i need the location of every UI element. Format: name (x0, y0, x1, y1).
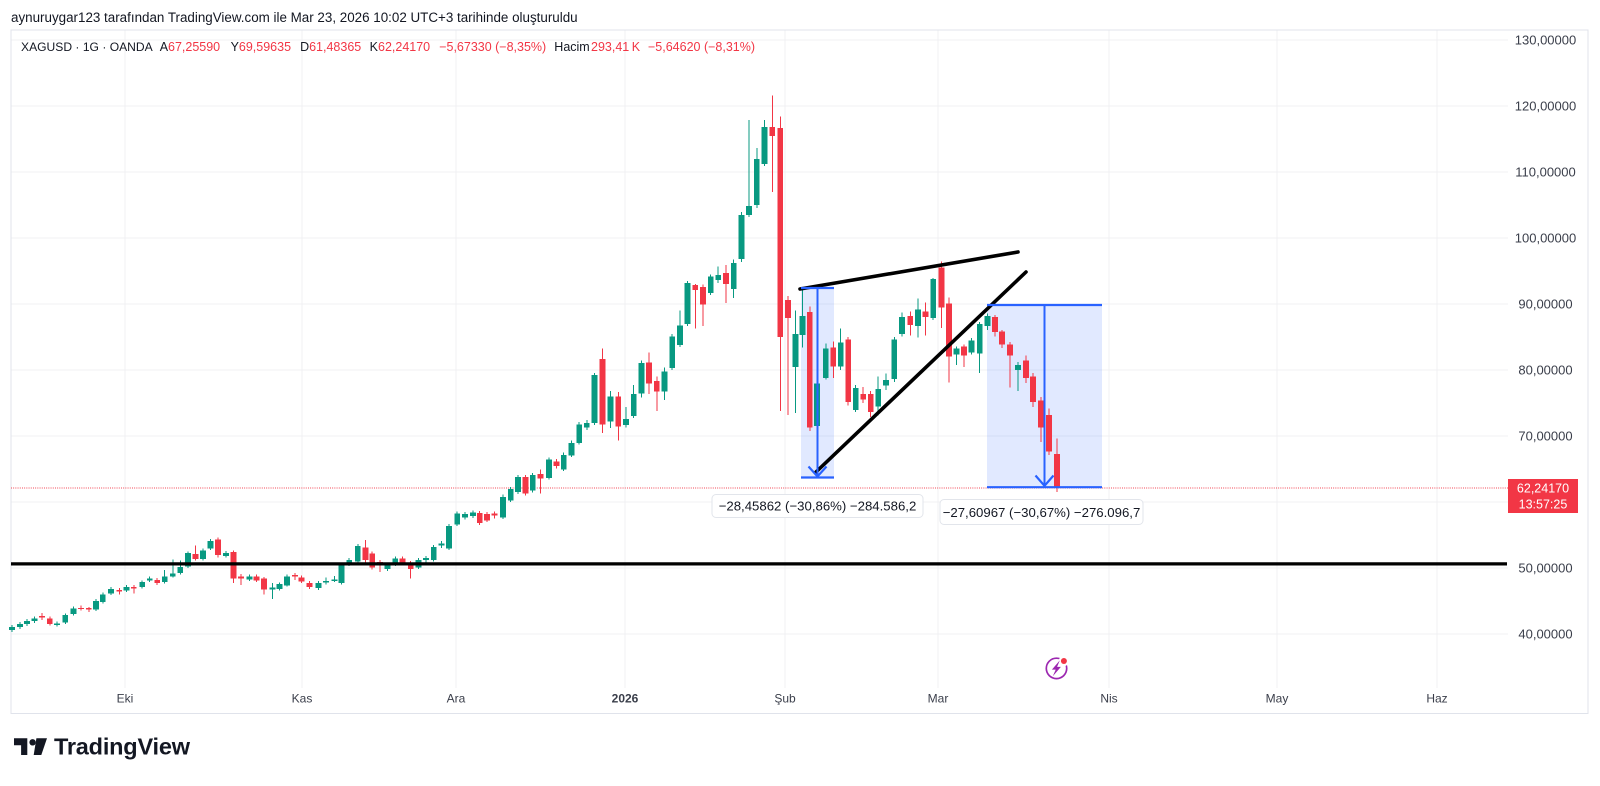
svg-text:D: D (300, 40, 309, 54)
svg-text:Şub: Şub (774, 692, 796, 706)
svg-text:Hacim: Hacim (554, 40, 589, 54)
svg-text:Y: Y (231, 40, 240, 54)
svg-text:−28,45862 (−30,86%) −284.586,2: −28,45862 (−30,86%) −284.586,2 (719, 499, 917, 514)
svg-text:TradingView: TradingView (54, 734, 191, 760)
svg-text:50,00000: 50,00000 (1518, 561, 1572, 576)
svg-text:100,00000: 100,00000 (1515, 231, 1576, 246)
svg-text:Kas: Kas (292, 692, 313, 706)
svg-text:80,00000: 80,00000 (1518, 363, 1572, 378)
svg-text:293,41 K: 293,41 K (591, 40, 641, 54)
svg-text:69,59635: 69,59635 (239, 40, 291, 54)
svg-text:110,00000: 110,00000 (1515, 165, 1576, 180)
svg-text:62,24170: 62,24170 (378, 40, 430, 54)
svg-text:A: A (160, 40, 169, 54)
svg-text:Ara: Ara (447, 692, 466, 706)
svg-text:aynuruygar123 tarafından Tradi: aynuruygar123 tarafından TradingView.com… (11, 10, 578, 25)
svg-text:Mar: Mar (928, 692, 949, 706)
svg-text:Nis: Nis (1100, 692, 1117, 706)
svg-text:120,00000: 120,00000 (1515, 99, 1576, 114)
svg-text:70,00000: 70,00000 (1518, 429, 1572, 444)
svg-text:XAGUSD · 1G · OANDA: XAGUSD · 1G · OANDA (21, 40, 154, 54)
svg-text:40,00000: 40,00000 (1518, 627, 1572, 642)
svg-text:62,24170: 62,24170 (1517, 482, 1569, 496)
svg-text:Eki: Eki (117, 692, 134, 706)
svg-text:−27,60967 (−30,67%) −276.096,7: −27,60967 (−30,67%) −276.096,7 (943, 505, 1141, 520)
svg-text:130,00000: 130,00000 (1515, 33, 1576, 48)
svg-text:67,25590: 67,25590 (168, 40, 220, 54)
svg-text:2026: 2026 (612, 692, 639, 706)
svg-text:Haz: Haz (1426, 692, 1447, 706)
svg-text:90,00000: 90,00000 (1518, 297, 1572, 312)
svg-text:K: K (370, 40, 379, 54)
svg-text:−5,64620 (−8,31%): −5,64620 (−8,31%) (648, 40, 755, 54)
svg-text:−5,67330 (−8,35%): −5,67330 (−8,35%) (439, 40, 546, 54)
svg-text:13:57:25: 13:57:25 (1519, 498, 1568, 512)
svg-text:61,48365: 61,48365 (309, 40, 361, 54)
svg-text:May: May (1266, 692, 1289, 706)
